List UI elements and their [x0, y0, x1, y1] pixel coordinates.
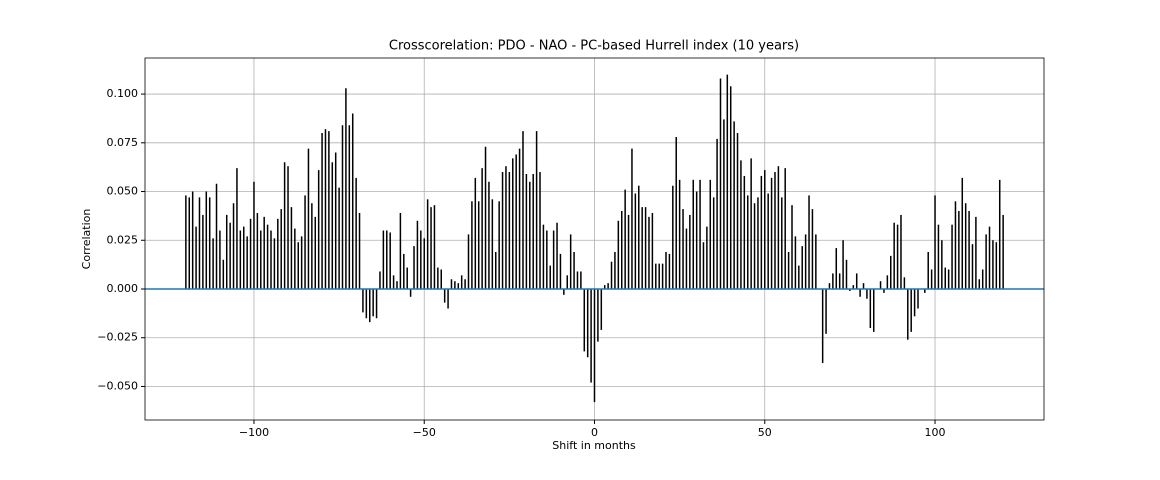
y-tick-label: 0.025 [107, 233, 139, 246]
y-tick-label: 0.050 [107, 185, 139, 198]
y-tick-label: −0.050 [97, 379, 138, 392]
x-tick-label: 100 [925, 426, 946, 439]
chart-title: Crosscorelation: PDO - NAO - PC-based Hu… [389, 39, 799, 54]
axes-frame [144, 57, 1045, 421]
x-tick-label: −100 [239, 426, 269, 439]
x-tick-label: 0 [591, 426, 598, 439]
y-tick-label: 0.000 [107, 282, 139, 295]
x-axis-label: Shift in months [552, 439, 636, 452]
y-tick-label: 0.075 [107, 136, 139, 149]
y-tick-label: 0.100 [107, 87, 139, 100]
x-tick-label: 50 [758, 426, 772, 439]
y-tick-label: −0.025 [97, 331, 138, 344]
y-axis-label: Correlation [80, 209, 93, 270]
x-tick-label: −50 [413, 426, 436, 439]
